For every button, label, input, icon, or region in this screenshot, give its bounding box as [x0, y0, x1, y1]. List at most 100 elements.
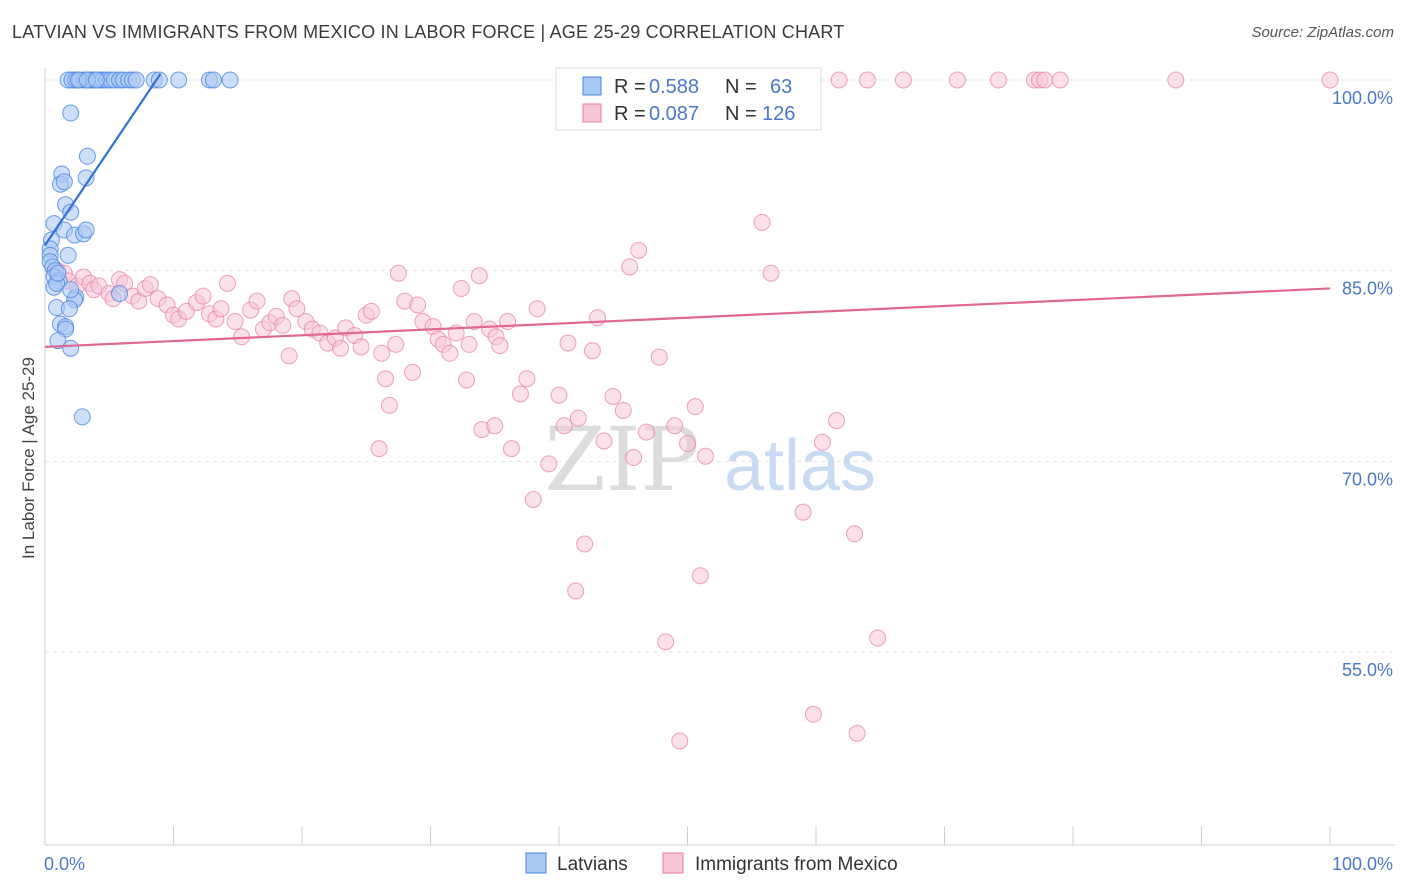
mexico-point-85: [465, 313, 483, 331]
mexico-point-86: [470, 267, 488, 285]
mexico-point-68: [373, 344, 391, 362]
latvian-point-60: [73, 408, 91, 426]
axes: [44, 68, 1395, 846]
latvian-point-61: [49, 264, 67, 282]
legend-n-label-mexico: N =: [725, 103, 757, 125]
mexico-point-124: [762, 264, 780, 282]
trend-line-mexico: [44, 287, 1331, 349]
mexico-point-103: [569, 409, 587, 427]
latvian-point-22: [221, 71, 239, 89]
mexico-point-125: [794, 503, 812, 521]
mexico-point-34: [141, 276, 159, 294]
latvian-point-26: [62, 104, 80, 122]
latvian-point-62: [62, 281, 80, 299]
mexico-point-130: [848, 724, 866, 742]
latvian-point-18: [150, 71, 168, 89]
legend-stats: R = 0.588 N = 63 R = 0.087 N = 126: [555, 67, 822, 131]
mexico-point-18: [948, 71, 966, 89]
mexico-point-65: [352, 338, 370, 356]
mexico-point-111: [625, 449, 643, 467]
mexico-point-118: [679, 435, 696, 453]
mexico-point-117: [671, 732, 689, 750]
mexico-point-44: [212, 300, 230, 318]
y-axis-label: In Labor Force | Age 25-29: [19, 357, 38, 559]
tick-labels: 100.0% 85.0% 70.0% 55.0% 0.0% 100.0%: [44, 88, 1393, 874]
mexico-point-14: [1321, 71, 1339, 89]
mexico-point-116: [666, 417, 684, 435]
mexico-point-93: [486, 417, 504, 435]
mexico-point-129: [846, 525, 864, 543]
latvian-point-21: [204, 71, 222, 89]
mexico-point-131: [869, 629, 887, 647]
mexico-point-115: [657, 633, 675, 651]
legend-label-mexico: Immigrants from Mexico: [695, 854, 898, 875]
mexico-point-67: [362, 302, 380, 320]
y-tick-label-1: 85.0%: [1342, 279, 1393, 299]
mexico-point-101: [555, 417, 573, 435]
mexico-point-6: [858, 71, 876, 89]
series-latvians-points: [41, 71, 239, 426]
mexico-point-107: [595, 432, 613, 450]
mexico-point-121: [696, 447, 714, 465]
chart-title: LATVIAN VS IMMIGRANTS FROM MEXICO IN LAB…: [12, 22, 845, 42]
legend-r-label-mexico: R =: [614, 103, 646, 125]
legend-swatch-latvians: [525, 852, 547, 874]
latvian-point-31: [55, 173, 73, 191]
latvian-point-54: [60, 300, 78, 318]
mexico-point-94: [502, 440, 520, 458]
mexico-point-105: [583, 342, 601, 360]
mexico-point-41: [194, 287, 212, 305]
latvian-point-33: [62, 203, 80, 221]
mexico-point-7: [894, 71, 912, 89]
mexico-point-127: [813, 433, 831, 451]
mexico-point-89: [491, 337, 509, 355]
mexico-point-98: [528, 300, 546, 318]
mexico-point-119: [686, 398, 704, 416]
mexico-point-74: [389, 264, 407, 282]
mexico-point-112: [630, 241, 648, 259]
x-tick-label-0: 0.0%: [44, 854, 85, 874]
mexico-point-126: [804, 705, 822, 723]
mexico-point-113: [637, 423, 655, 441]
mexico-point-76: [409, 296, 427, 314]
latvian-point-59: [62, 339, 80, 357]
mexico-point-81: [441, 344, 459, 362]
mexico-point-102: [559, 334, 577, 352]
y-tick-label-3: 55.0%: [1342, 660, 1393, 680]
series-mexico-points: [49, 71, 1339, 750]
mexico-point-97: [524, 490, 542, 508]
legend-swatch-mexico: [662, 852, 684, 874]
latvian-point-52: [111, 285, 129, 303]
mexico-point-104: [576, 535, 594, 553]
mexico-point-5: [830, 71, 848, 89]
mexico-point-109: [614, 401, 632, 419]
legend-stats-swatch-latvians: [582, 76, 602, 96]
mexico-point-11: [1036, 71, 1054, 89]
mexico-point-123: [753, 213, 771, 231]
legend-n-value-latvians: 63: [770, 76, 792, 98]
mexico-point-128: [828, 412, 846, 430]
mexico-point-99: [540, 455, 558, 473]
legend-r-value-latvians: 0.588: [649, 76, 699, 98]
latvian-point-27: [78, 147, 96, 165]
mexico-point-55: [288, 300, 306, 318]
legend-series: Latvians Immigrants from Mexico: [525, 852, 898, 875]
mexico-point-96: [518, 370, 536, 388]
legend-r-value-mexico: 0.087: [649, 103, 699, 125]
mexico-point-106: [589, 309, 607, 327]
legend-n-label-latvians: N =: [725, 76, 757, 98]
mexico-point-100: [550, 386, 568, 404]
mexico-point-56: [280, 347, 298, 365]
mexico-point-75: [404, 363, 422, 381]
latvian-point-16: [127, 71, 145, 89]
legend-label-latvians: Latvians: [557, 854, 628, 875]
mexico-point-84: [457, 371, 475, 389]
mexico-point-46: [226, 313, 244, 331]
latvian-point-19: [170, 71, 188, 89]
grid-lines: [45, 79, 1395, 653]
mexico-point-62: [332, 339, 350, 357]
latvian-point-42: [59, 246, 77, 264]
mexico-point-53: [274, 316, 292, 334]
mexico-point-70: [380, 396, 398, 414]
trend-line-latvians: [44, 73, 162, 246]
